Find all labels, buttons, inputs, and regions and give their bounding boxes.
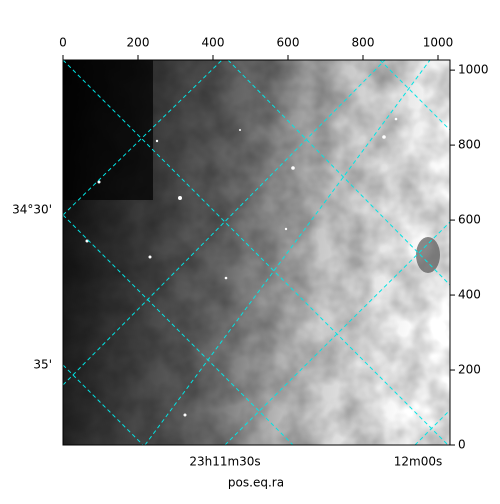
x-tick-label: 800 — [352, 36, 375, 50]
y-tick-label: 1000 — [458, 63, 489, 77]
dec-tick-label: 34°30' — [12, 203, 52, 217]
y-tick-label: 200 — [458, 363, 481, 377]
x-tick-label: 200 — [127, 36, 150, 50]
ra-tick-label: 12m00s — [394, 455, 442, 469]
y-tick-label: 800 — [458, 138, 481, 152]
x-tick-label: 0 — [59, 36, 67, 50]
sky-image — [63, 60, 450, 445]
ra-tick-label: 23h11m30s — [189, 455, 260, 469]
dec-tick-label: 35' — [33, 358, 52, 372]
coordinate-grid — [63, 60, 450, 445]
y-tick-label: 0 — [458, 438, 466, 452]
y-tick-label: 400 — [458, 288, 481, 302]
plot-frame — [62, 59, 451, 446]
x-tick-label: 1000 — [423, 36, 454, 50]
x-tick-label: 400 — [202, 36, 225, 50]
x-tick-label: 600 — [277, 36, 300, 50]
y-tick-label: 600 — [458, 213, 481, 227]
x-axis-label: pos.eq.ra — [228, 476, 284, 490]
